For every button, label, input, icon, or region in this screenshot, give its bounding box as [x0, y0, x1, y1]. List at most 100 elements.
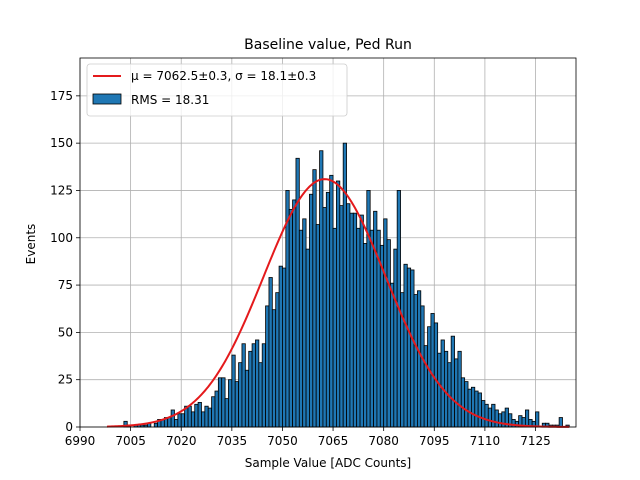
histogram-bar [177, 413, 182, 428]
histogram-bar [427, 326, 432, 428]
histogram-bar [275, 292, 280, 428]
histogram-bar [174, 419, 179, 428]
histogram-bar [474, 390, 479, 428]
histogram-bar [440, 339, 445, 428]
histogram-bar [265, 305, 270, 428]
histogram-bar [271, 309, 277, 428]
histogram-bar [369, 229, 374, 428]
histogram-bar [217, 377, 223, 428]
legend-box [86, 63, 348, 117]
histogram-bar [231, 354, 236, 428]
histogram-bar [244, 369, 250, 428]
histogram-bar [386, 239, 391, 428]
histogram-bar [153, 422, 159, 428]
histogram-bar [190, 411, 196, 428]
histogram-bar [406, 267, 412, 428]
histogram-bar [292, 199, 297, 428]
histogram-bar [197, 401, 202, 428]
histogram-bar [430, 313, 435, 428]
histogram-bar [201, 411, 206, 428]
histogram-bar [491, 403, 496, 428]
histogram-bar [356, 227, 361, 428]
histogram-bar [288, 208, 293, 428]
y-tick-label: 50 [58, 325, 73, 339]
x-axis-label: Sample Value [ADC Counts] [245, 456, 411, 470]
x-tick-label: 7035 [217, 434, 248, 448]
histogram-bar [241, 343, 246, 428]
histogram-bar [383, 218, 388, 428]
legend-fit-label: μ = 7062.5±0.3, σ = 18.1±0.3 [131, 69, 316, 83]
y-tick-label: 100 [50, 231, 73, 245]
legend-bar-swatch-icon [92, 93, 122, 105]
histogram-bar [194, 403, 199, 428]
histogram-bar [336, 180, 341, 428]
histogram-bar [282, 267, 287, 428]
histogram-bar [255, 339, 260, 428]
histogram-bar [228, 379, 233, 428]
histogram-bar [298, 229, 304, 428]
histogram-bar [417, 290, 422, 428]
histogram-bar [363, 243, 368, 428]
histogram-bar [352, 212, 358, 428]
histogram-bar [403, 263, 408, 428]
axes-frame [79, 57, 577, 428]
histogram-bar [464, 381, 469, 428]
histogram-bar [484, 403, 489, 428]
histogram-bar [170, 409, 175, 428]
histogram-bar [477, 392, 482, 428]
y-axis-label: Events [24, 224, 38, 265]
histogram-bar [204, 405, 209, 428]
y-tick-label: 75 [58, 278, 73, 292]
x-tick-label: 7080 [368, 434, 399, 448]
histogram-bar [278, 265, 283, 428]
histogram-bar [390, 282, 395, 428]
histogram-bar [207, 407, 212, 428]
histogram-bar [332, 227, 337, 428]
histogram-bar [471, 386, 476, 428]
histogram-bar [305, 248, 310, 428]
histogram-bar [234, 381, 239, 428]
histogram-bar [497, 413, 503, 428]
gaussian-fit-curve [106, 178, 570, 428]
y-axis-ticks: 0 25 50 75 100 125 150 175 [50, 89, 80, 434]
histogram-bar [312, 169, 317, 428]
x-tick-label: 7095 [419, 434, 450, 448]
histogram-bar [393, 248, 398, 428]
histogram-bar [211, 396, 216, 428]
legend-hist-label: RMS = 18.31 [131, 93, 209, 107]
histogram-bar [366, 190, 371, 428]
x-tick-label: 7005 [115, 434, 146, 448]
y-tick-label: 175 [50, 89, 73, 103]
histogram-bar [349, 212, 354, 428]
histogram-bar [214, 390, 219, 428]
histogram-bar [359, 214, 364, 428]
histogram-bar [524, 409, 530, 428]
x-tick-label: 7050 [267, 434, 298, 448]
histogram-bar [342, 142, 347, 428]
histogram-bar [433, 322, 439, 428]
histogram-bar [180, 413, 185, 428]
y-tick-label: 25 [58, 373, 73, 387]
histogram-bar [224, 398, 229, 428]
legend: μ = 7062.5±0.3, σ = 18.1±0.3 RMS = 18.31 [86, 63, 348, 117]
histogram-bar [339, 205, 344, 428]
histogram-bar [437, 352, 442, 428]
histogram-bar [251, 343, 256, 428]
histogram-bar [373, 210, 378, 428]
x-tick-label: 7065 [318, 434, 349, 448]
y-tick-label: 0 [65, 420, 73, 434]
histogram-bar [410, 269, 415, 428]
histogram-bar [325, 191, 331, 428]
chart-title: Baseline value, Ped Run [244, 37, 412, 53]
histogram-bar [450, 335, 455, 428]
histogram-bar [238, 362, 243, 428]
histogram-bar [268, 277, 273, 428]
x-tick-label: 7110 [470, 434, 501, 448]
histogram-bar [535, 411, 540, 428]
y-tick-label: 125 [50, 183, 73, 197]
histogram-bar [248, 350, 253, 428]
histogram-bar [187, 405, 192, 428]
histogram-bar [460, 377, 466, 428]
histogram-bar [420, 305, 425, 428]
